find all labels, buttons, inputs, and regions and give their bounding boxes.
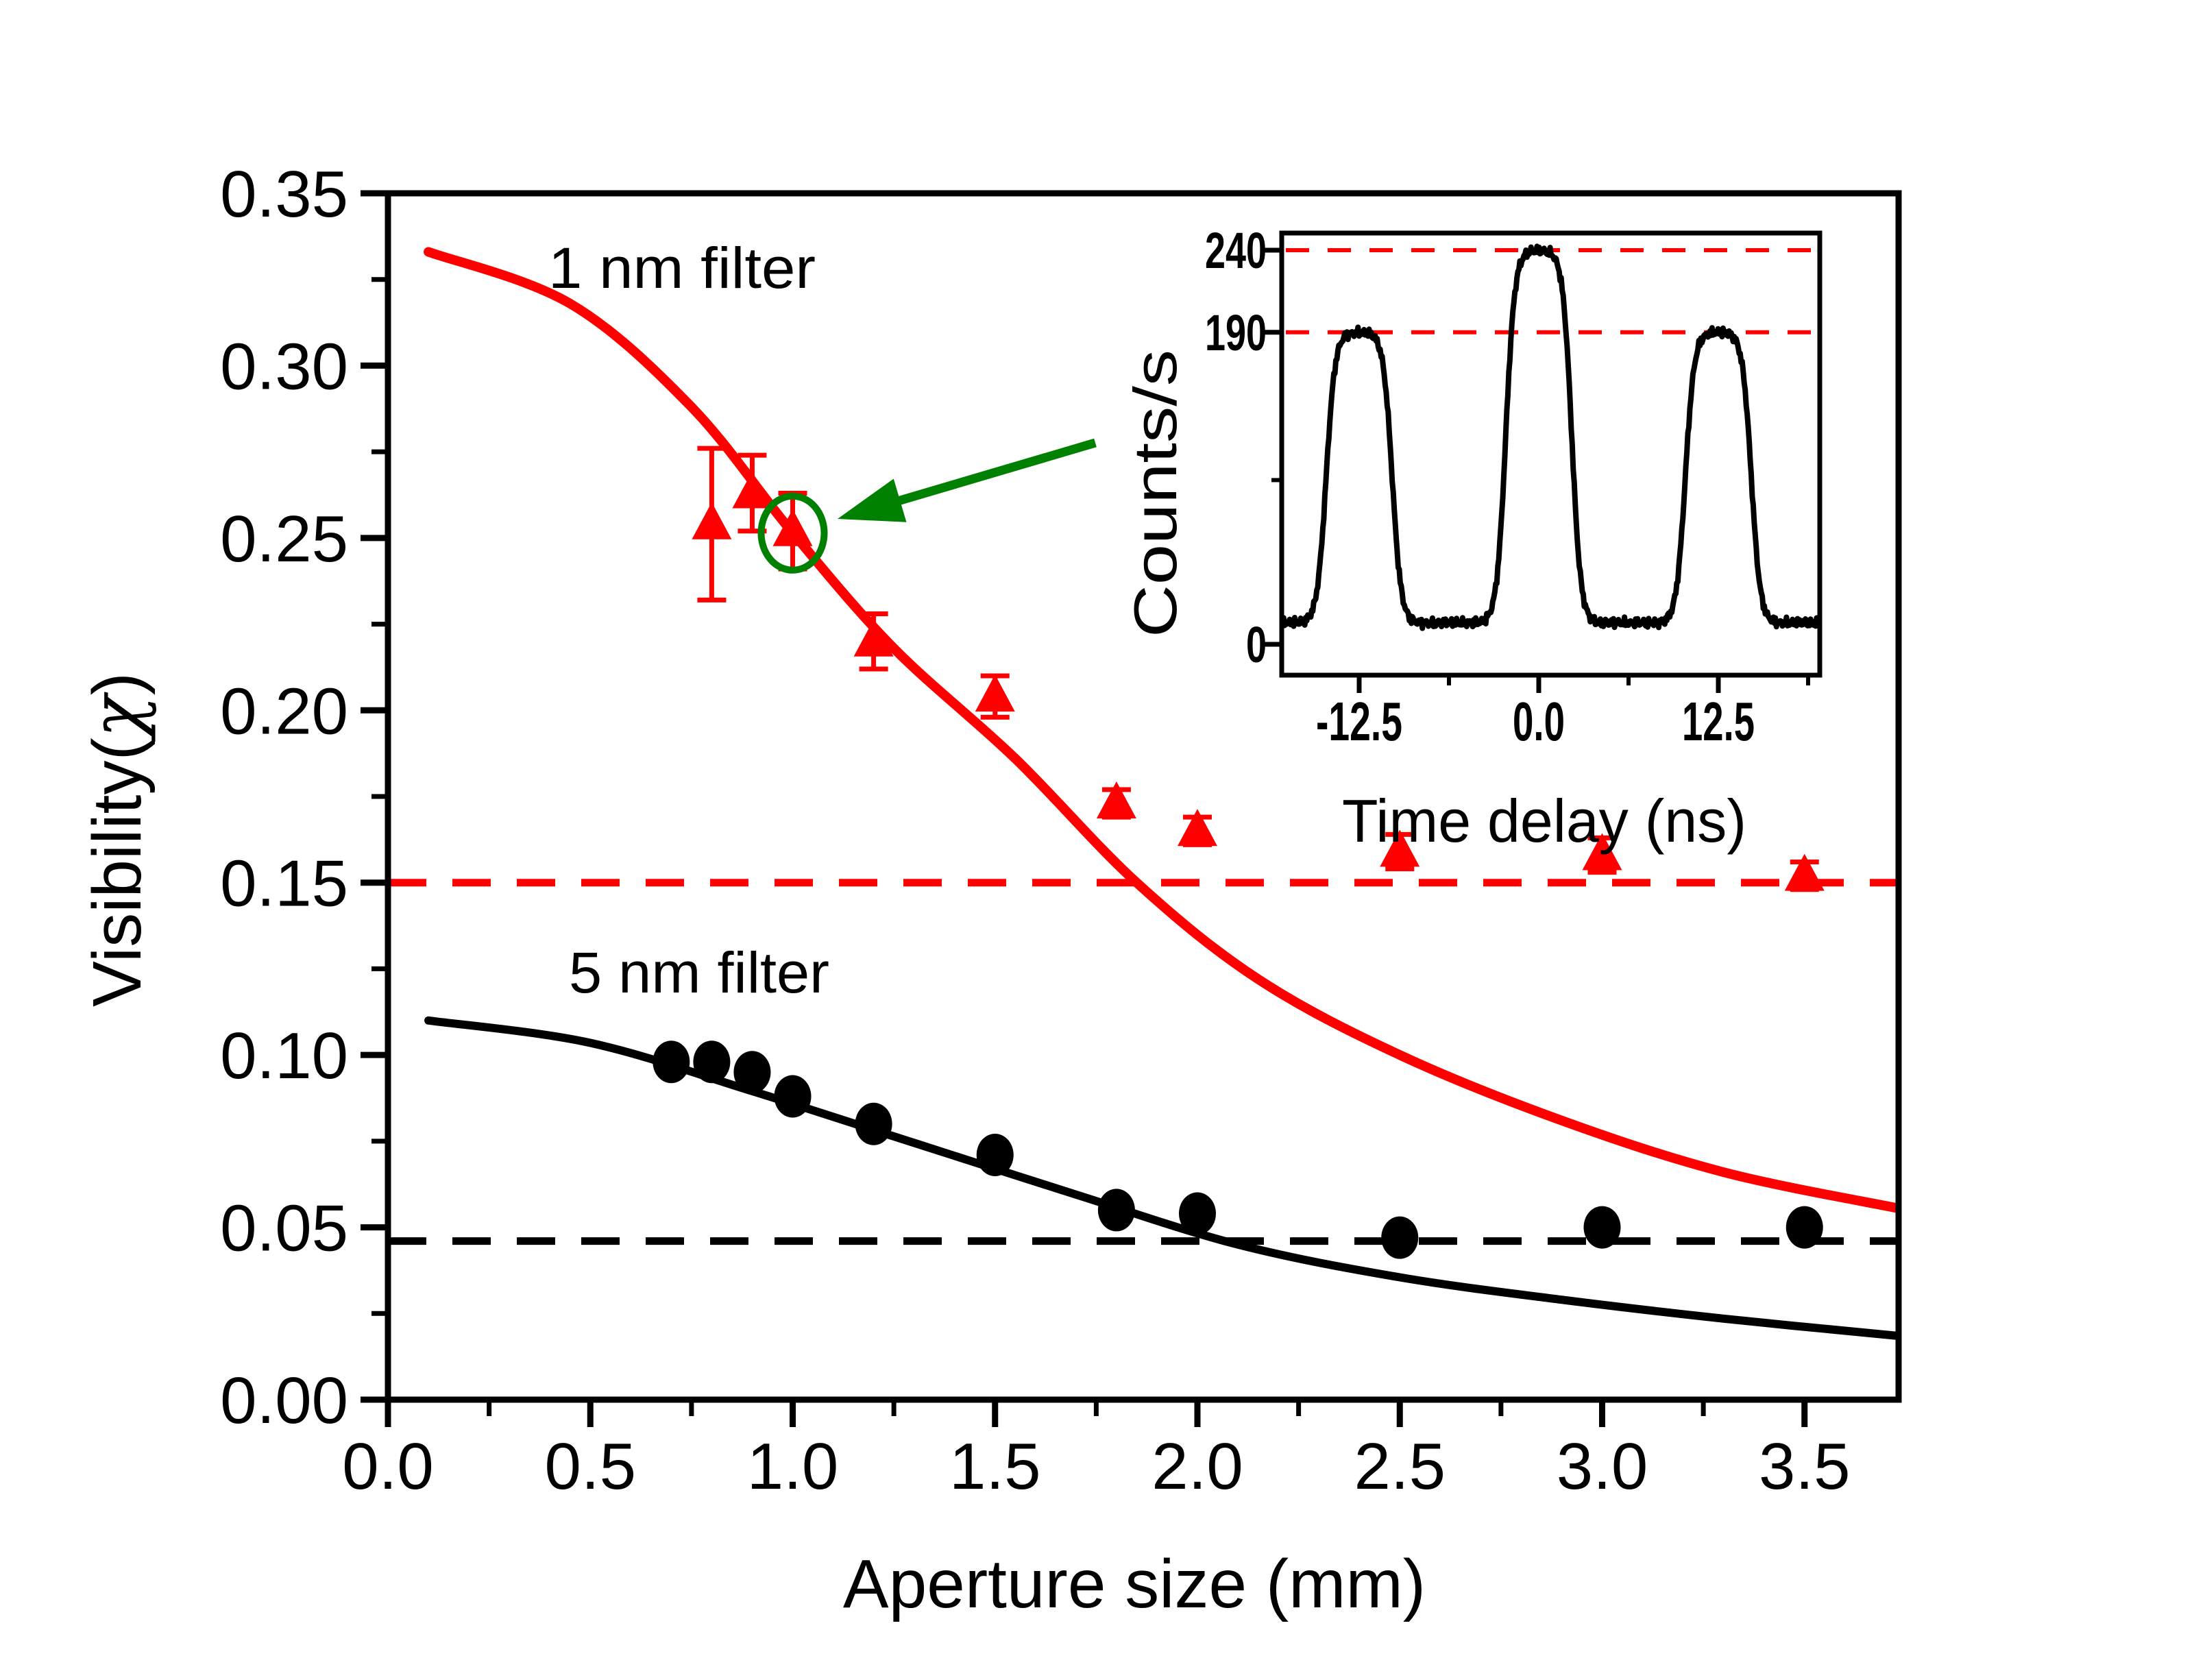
- y-tick-label: 0.15: [220, 847, 348, 921]
- data-point-circle: [855, 1102, 892, 1145]
- data-point-triangle: [732, 471, 772, 509]
- chi-symbol: χ: [76, 692, 158, 742]
- x-tick-label: 0.5: [545, 1430, 636, 1503]
- data-point-circle: [1179, 1192, 1216, 1235]
- y-tick-label: 0.20: [220, 674, 348, 748]
- data-point-triangle: [692, 502, 732, 539]
- data-point-triangle: [1784, 853, 1825, 891]
- data-point-triangle: [1380, 829, 1420, 867]
- data-point-triangle: [853, 619, 894, 657]
- data-point-triangle: [772, 509, 813, 546]
- inset-x-tick-label: 0.0: [1513, 691, 1565, 752]
- data-point-triangle: [1582, 833, 1622, 871]
- data-point-circle: [1381, 1216, 1419, 1259]
- series-label-1nm-filter: 1 nm filter: [548, 236, 816, 300]
- inset-trace-coincidence-histogram: [1283, 243, 1818, 631]
- series-1-nm-filter: [692, 446, 1825, 892]
- main-y-axis-title-text: Visibility(: [79, 738, 156, 1007]
- inset-x-tick-label: 12.5: [1682, 691, 1755, 752]
- data-point-circle: [653, 1040, 690, 1084]
- x-tick-label: 2.5: [1354, 1430, 1446, 1503]
- main-reference-lines-layer: [388, 879, 1899, 1245]
- inset-background: [1282, 233, 1820, 675]
- inset-y-axis-title: Counts/s: [1121, 350, 1189, 637]
- data-point-circle: [774, 1075, 812, 1118]
- highlight-circle: [757, 492, 828, 574]
- y-tick-label: 0.30: [220, 330, 348, 403]
- y-tick-label: 0.10: [220, 1019, 348, 1093]
- x-tick-label: 0.0: [342, 1430, 433, 1503]
- data-point-triangle: [975, 674, 1015, 712]
- series-5-nm-filter: [653, 1040, 1823, 1259]
- series-label-5nm-filter: 5 nm filter: [569, 940, 829, 1005]
- fit-curve-5-nm-filter-fit-curve: [424, 1016, 1899, 1340]
- inset-y-tick-label: 240: [1205, 222, 1267, 279]
- data-point-circle: [1785, 1206, 1823, 1249]
- x-tick-label: 3.0: [1557, 1430, 1648, 1503]
- data-point-circle: [693, 1040, 731, 1084]
- annotation-arrow-head: [838, 478, 907, 522]
- data-point-circle: [733, 1051, 771, 1094]
- data-point-triangle: [1096, 781, 1136, 819]
- x-tick-label: 1.0: [747, 1430, 838, 1503]
- data-point-circle: [976, 1133, 1014, 1176]
- main-y-axis-title-paren: ): [79, 672, 156, 695]
- main-data-points-layer: [653, 446, 1825, 1259]
- y-tick-label: 0.00: [220, 1364, 348, 1437]
- x-tick-label: 3.5: [1759, 1430, 1850, 1503]
- y-tick-label: 0.25: [220, 502, 348, 576]
- data-point-circle: [1583, 1206, 1621, 1249]
- annotation-arrow-shaft: [890, 438, 1097, 507]
- data-point-circle: [1097, 1189, 1135, 1232]
- x-tick-label: 1.5: [949, 1430, 1040, 1503]
- inset-x-axis-title: Time delay (ns): [1342, 787, 1746, 855]
- inset-x-tick-label: -12.5: [1316, 691, 1402, 752]
- highlight-annotation-layer: [757, 438, 1097, 574]
- main-axes-layer: 0.0 0.5 1.0 1.5 2.0 2.5 3.0 3.50.000.050.100.15…: [220, 158, 1902, 1503]
- y-tick-label: 0.35: [220, 158, 348, 231]
- inset-y-tick-label: 190: [1205, 304, 1267, 361]
- main-y-axis-title: Visibility(χ): [76, 672, 158, 1007]
- x-tick-label: 2.0: [1151, 1430, 1243, 1503]
- inset-layer: -12.5 0.0 12.5 0 190 240: [1205, 222, 1823, 752]
- main-x-axis-title: Aperture size (mm): [843, 1546, 1426, 1622]
- inset-frame: [1279, 230, 1823, 678]
- inset-y-tick-label: 0: [1246, 616, 1267, 673]
- y-tick-label: 0.05: [220, 1192, 348, 1265]
- fit-curve-1-nm-filter-fit-curve: [424, 247, 1899, 1213]
- data-point-triangle: [1178, 809, 1217, 847]
